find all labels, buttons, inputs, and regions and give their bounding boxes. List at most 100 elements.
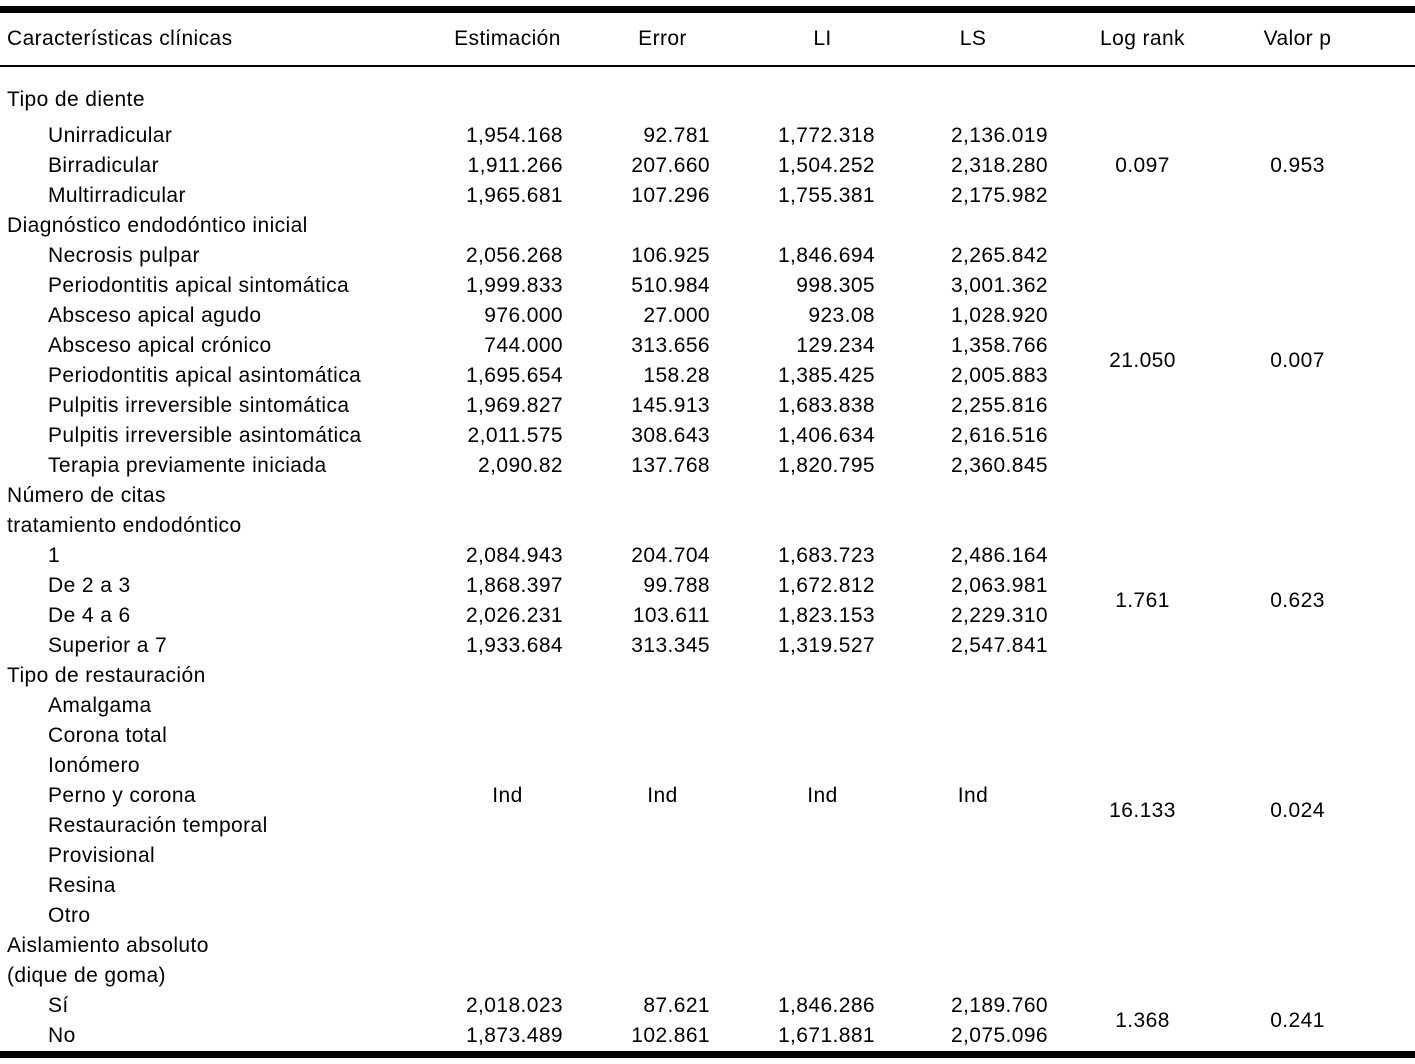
row-label: Provisional [48, 844, 156, 867]
section-row-diagnostico: Diagnóstico endodóntico inicial [0, 211, 1415, 241]
table-row: Resina [0, 871, 1415, 901]
ls-cell: 2,075.096 [950, 1024, 1048, 1047]
table-row: Corona total [0, 721, 1415, 751]
error-cell: 158.28 [643, 364, 710, 387]
table-row: Necrosis pulpar 2,056.268 106.925 1,846.… [0, 241, 1415, 372]
table-row: De 2 a 3 1,868.397 99.788 1,672.812 2,06… [0, 571, 1415, 601]
estimacion-cell: 2,011.575 [467, 424, 563, 447]
log-rank-cell: 21.050 [1109, 349, 1176, 372]
error-cell [570, 721, 715, 751]
li-cell [715, 841, 880, 871]
section-row-numero-de-citas-line2: tratamiento endodóntico [0, 511, 1415, 541]
row-label: Necrosis pulpar [48, 244, 200, 267]
ls-cell: 2,616.516 [950, 424, 1048, 447]
li-cell [715, 751, 880, 781]
row-label: Otro [48, 904, 91, 927]
estimacion-cell: Ind [492, 784, 523, 807]
log-rank-cell: 16.133 [1109, 799, 1176, 822]
row-label: 1 [48, 544, 61, 567]
row-label: Resina [48, 874, 116, 897]
row-label: Birradicular [48, 154, 159, 177]
section-row-tipo-de-diente: Tipo de diente [0, 66, 1415, 121]
table-row: No 1,873.489 102.861 1,671.881 2,075.096 [0, 1021, 1415, 1055]
section-row-aislamiento-absoluto: Aislamiento absoluto [0, 931, 1415, 961]
ls-cell [880, 841, 1050, 871]
error-cell [570, 841, 715, 871]
error-cell: Ind [647, 784, 678, 807]
ls-cell: 2,255.816 [950, 394, 1048, 417]
li-cell: 1,504.252 [777, 154, 875, 177]
table-row-perno-y-corona: Perno y corona Ind Ind Ind Ind [0, 781, 1415, 811]
section-header: Diagnóstico endodóntico inicial [7, 214, 308, 237]
table-row: Periodontitis apical sintomática 1,999.8… [0, 271, 1415, 301]
section-row-tipo-de-restauracion: Tipo de restauración [0, 661, 1415, 691]
section-row-aislamiento-absoluto-line2: (dique de goma) [0, 961, 1415, 991]
section-header: tratamiento endodóntico [7, 514, 242, 537]
li-cell [715, 721, 880, 751]
log-rank-cell: 0.097 [1115, 154, 1170, 177]
clinical-characteristics-table: Características clínicas Estimación Erro… [0, 6, 1415, 1058]
row-label: Pulpitis irreversible sintomática [48, 394, 350, 417]
ls-cell: 3,001.362 [950, 274, 1048, 297]
table-row: 1 2,084.943 204.704 1,683.723 2,486.164 … [0, 541, 1415, 612]
ls-cell [880, 811, 1050, 841]
error-cell: 308.643 [631, 424, 710, 447]
section-header: (dique de goma) [7, 964, 166, 987]
error-cell: 204.704 [631, 544, 710, 567]
row-label: De 2 a 3 [48, 574, 131, 597]
estimacion-cell: 2,026.231 [465, 604, 563, 627]
error-cell: 145.913 [631, 394, 710, 417]
li-cell: 1,683.723 [777, 544, 875, 567]
ls-cell [880, 871, 1050, 901]
table-row: Absceso apical agudo 976.000 27.000 923.… [0, 301, 1415, 331]
error-cell: 27.000 [643, 304, 710, 327]
ls-cell: 2,189.760 [950, 994, 1048, 1017]
header-row: Características clínicas Estimación Erro… [0, 9, 1415, 67]
row-label: Absceso apical agudo [48, 304, 262, 327]
table-row: Otro [0, 901, 1415, 931]
column-header-log-rank: Log rank [1050, 9, 1235, 67]
li-cell [715, 901, 880, 931]
estimacion-cell: 1,933.684 [465, 634, 563, 657]
column-header-error: Error [570, 9, 715, 67]
li-cell: 1,823.153 [777, 604, 875, 627]
li-cell: 1,319.527 [777, 634, 875, 657]
error-cell [570, 811, 715, 841]
estimacion-cell: 2,056.268 [465, 244, 563, 267]
li-cell: 1,820.795 [777, 454, 875, 477]
estimacion-cell: 744.000 [484, 334, 563, 357]
ls-cell: 2,486.164 [950, 544, 1048, 567]
estimacion-cell: 1,868.397 [465, 574, 563, 597]
li-cell: 1,683.838 [777, 394, 875, 417]
table-row: Restauración temporal [0, 811, 1415, 841]
row-label: Restauración temporal [48, 814, 268, 837]
row-label: Terapia previamente iniciada [48, 454, 327, 477]
ls-cell: 2,175.982 [950, 184, 1048, 207]
column-header-ls: LS [880, 9, 1050, 67]
valor-p-cell: 0.623 [1270, 589, 1325, 612]
li-cell: 1,846.694 [777, 244, 875, 267]
ls-cell: 2,063.981 [950, 574, 1048, 597]
row-label: Amalgama [48, 694, 152, 717]
li-cell [715, 691, 880, 721]
section-header: Tipo de restauración [7, 664, 206, 687]
ls-cell: 2,005.883 [950, 364, 1048, 387]
error-cell: 137.768 [631, 454, 710, 477]
valor-p-cell: 0.007 [1270, 349, 1325, 372]
error-cell: 87.621 [643, 994, 710, 1017]
li-cell: 1,846.286 [777, 994, 875, 1017]
estimacion-cell [425, 721, 570, 751]
estimacion-cell [425, 871, 570, 901]
ls-cell: 2,547.841 [950, 634, 1048, 657]
ls-cell [880, 751, 1050, 781]
li-cell: 1,406.634 [777, 424, 875, 447]
log-rank-cell: 1.761 [1115, 589, 1170, 612]
table-row: Sí 2,018.023 87.621 1,846.286 2,189.760 … [0, 991, 1415, 1032]
estimacion-cell: 2,084.943 [465, 544, 563, 567]
estimacion-cell: 2,018.023 [465, 994, 563, 1017]
table-row: Pulpitis irreversible sintomática 1,969.… [0, 391, 1415, 421]
column-header-valor-p: Valor p [1235, 9, 1415, 67]
ls-cell: 2,229.310 [950, 604, 1048, 627]
estimacion-cell: 976.000 [484, 304, 563, 327]
column-header-caracteristicas: Características clínicas [0, 9, 425, 67]
